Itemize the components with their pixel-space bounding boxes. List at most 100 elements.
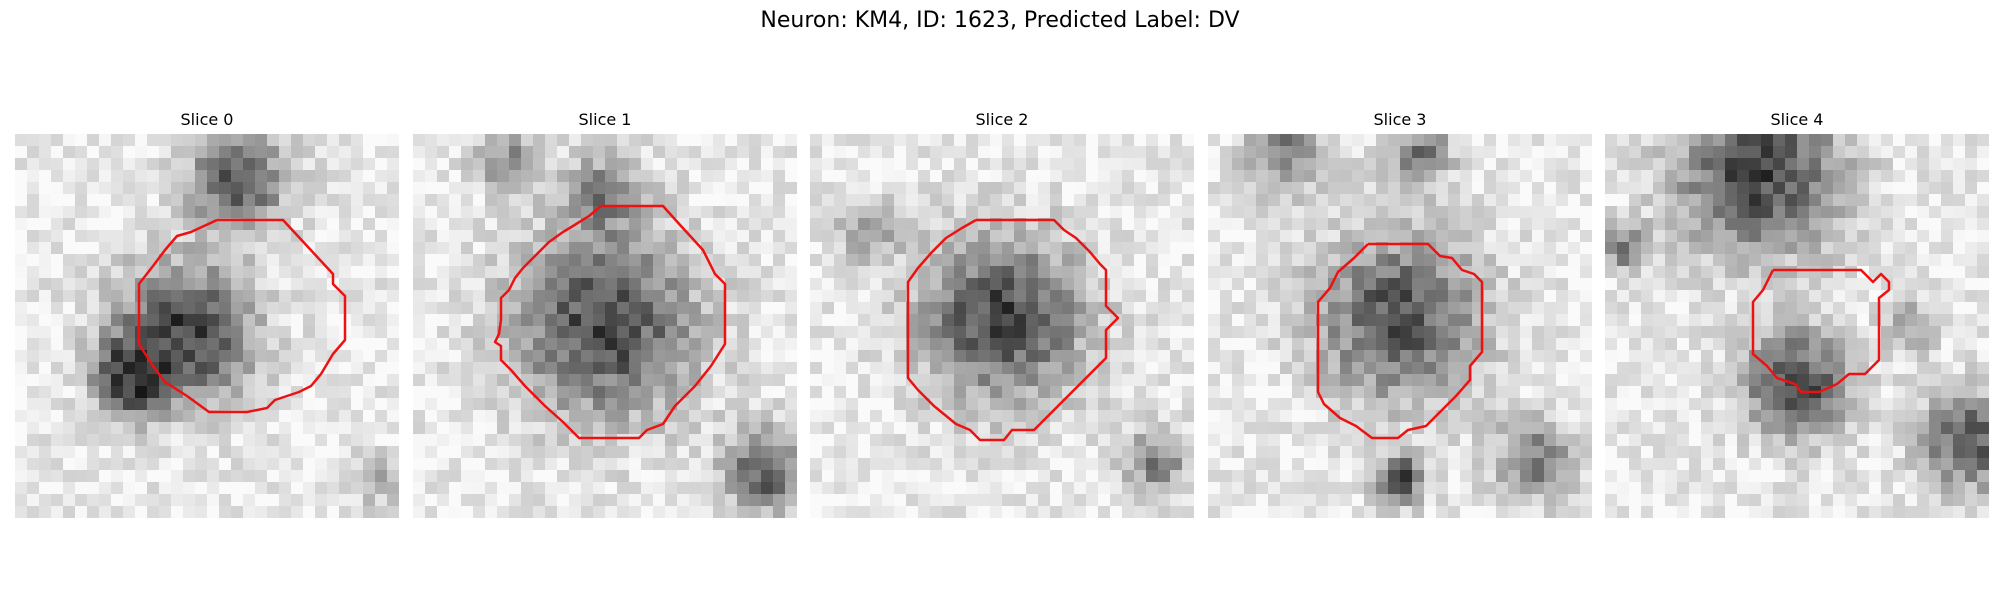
image-pixel [629, 158, 642, 171]
image-pixel [375, 182, 388, 195]
image-pixel [231, 434, 244, 447]
image-pixel [1857, 326, 1870, 339]
image-pixel [1809, 242, 1822, 255]
image-pixel [183, 350, 196, 363]
image-pixel [1400, 230, 1413, 243]
image-pixel [1292, 230, 1305, 243]
image-pixel [1785, 434, 1798, 447]
image-pixel [1352, 494, 1365, 507]
image-pixel [231, 242, 244, 255]
image-pixel [545, 182, 558, 195]
image-pixel [1532, 482, 1545, 495]
image-pixel [653, 290, 666, 303]
image-pixel [1484, 218, 1497, 231]
image-pixel [1532, 242, 1545, 255]
image-pixel [279, 338, 292, 351]
image-pixel [1122, 470, 1135, 483]
image-pixel [1701, 290, 1714, 303]
image-pixel [1845, 338, 1858, 351]
image-pixel [1929, 242, 1942, 255]
image-pixel [1544, 338, 1557, 351]
image-pixel [171, 374, 184, 387]
image-pixel [1665, 290, 1678, 303]
image-pixel [87, 218, 100, 231]
image-pixel [1098, 362, 1111, 375]
image-pixel [1761, 398, 1774, 411]
image-pixel [701, 290, 714, 303]
image-pixel [39, 434, 52, 447]
image-pixel [1905, 446, 1918, 459]
image-pixel [773, 290, 786, 303]
image-pixel [737, 326, 750, 339]
image-pixel [1424, 386, 1437, 399]
image-pixel [1508, 230, 1521, 243]
image-pixel [930, 314, 943, 327]
image-pixel [858, 446, 871, 459]
image-pixel [1122, 434, 1135, 447]
image-pixel [1220, 134, 1233, 147]
image-pixel [1641, 278, 1654, 291]
image-pixel [339, 158, 352, 171]
image-pixel [315, 290, 328, 303]
image-pixel [147, 242, 160, 255]
image-pixel [1677, 230, 1690, 243]
image-pixel [1098, 278, 1111, 291]
image-pixel [1905, 266, 1918, 279]
image-pixel [629, 230, 642, 243]
image-pixel [303, 446, 316, 459]
slice-title: Slice 4 [1770, 110, 1824, 129]
image-pixel [605, 134, 618, 147]
image-pixel [930, 422, 943, 435]
image-pixel [1304, 386, 1317, 399]
image-pixel [1713, 194, 1726, 207]
image-pixel [930, 254, 943, 267]
image-pixel [918, 206, 931, 219]
image-pixel [1424, 290, 1437, 303]
image-pixel [1208, 386, 1221, 399]
image-pixel [725, 338, 738, 351]
image-pixel [521, 170, 534, 183]
image-pixel [785, 194, 797, 207]
image-pixel [858, 146, 871, 159]
image-pixel [870, 278, 883, 291]
image-pixel [39, 230, 52, 243]
image-pixel [593, 266, 606, 279]
image-pixel [387, 446, 399, 459]
image-pixel [954, 374, 967, 387]
image-pixel [1737, 218, 1750, 231]
image-pixel [1158, 350, 1171, 363]
image-pixel [1062, 218, 1075, 231]
image-pixel [63, 338, 76, 351]
image-pixel [351, 362, 364, 375]
image-pixel [497, 410, 510, 423]
image-pixel [135, 230, 148, 243]
image-pixel [1965, 194, 1978, 207]
image-pixel [75, 254, 88, 267]
image-pixel [1713, 266, 1726, 279]
image-pixel [327, 194, 340, 207]
image-pixel [207, 314, 220, 327]
image-pixel [834, 410, 847, 423]
image-pixel [1641, 314, 1654, 327]
image-pixel [1701, 242, 1714, 255]
image-pixel [1508, 158, 1521, 171]
image-pixel [1701, 206, 1714, 219]
image-pixel [1400, 158, 1413, 171]
image-pixel [1026, 458, 1039, 471]
image-pixel [1050, 158, 1063, 171]
image-pixel [1014, 170, 1027, 183]
image-pixel [569, 242, 582, 255]
image-pixel [773, 182, 786, 195]
image-pixel [533, 170, 546, 183]
image-pixel [1074, 278, 1087, 291]
image-pixel [99, 326, 112, 339]
image-pixel [1677, 350, 1690, 363]
image-pixel [1568, 374, 1581, 387]
image-pixel [63, 182, 76, 195]
image-pixel [954, 398, 967, 411]
image-pixel [689, 254, 702, 267]
image-pixel [1580, 374, 1592, 387]
image-pixel [810, 374, 823, 387]
image-pixel [557, 242, 570, 255]
image-pixel [1316, 194, 1329, 207]
